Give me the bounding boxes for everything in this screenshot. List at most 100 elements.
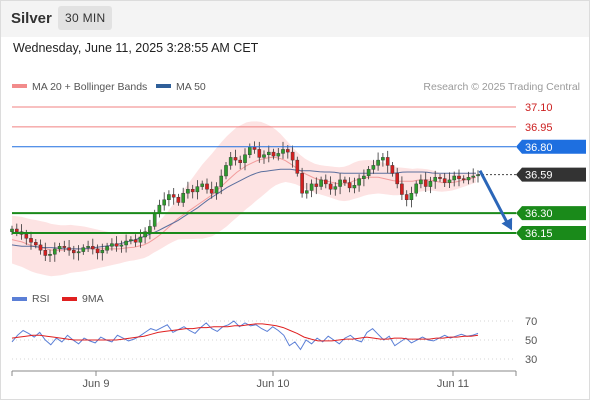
candle-body <box>67 247 71 251</box>
candle-body <box>409 192 414 200</box>
candle-body <box>71 249 76 254</box>
candle-body <box>442 178 447 183</box>
candle <box>314 177 319 195</box>
candle-body <box>190 188 195 193</box>
candle <box>271 148 276 160</box>
candle-body <box>24 234 29 239</box>
candle-body <box>10 228 14 232</box>
candle-body <box>124 240 128 246</box>
rsi-legend-label: 9MA <box>82 293 104 305</box>
candle <box>48 249 52 262</box>
x-tick-label: Jun 9 <box>83 378 110 390</box>
candle <box>338 173 342 195</box>
candle <box>438 174 442 182</box>
candle-body <box>38 244 43 251</box>
candle <box>471 168 476 183</box>
timeframe-button[interactable]: 30 MIN <box>58 6 113 30</box>
candle <box>119 240 124 253</box>
candle-body <box>133 239 138 243</box>
ma50-line <box>11 168 476 250</box>
candle-body <box>181 192 186 203</box>
candle-body <box>333 186 338 190</box>
candle <box>162 192 167 211</box>
rsi-tick-label: 70 <box>525 316 537 328</box>
candle <box>143 227 147 244</box>
candle <box>381 153 385 167</box>
candle <box>81 244 86 255</box>
candle-body <box>385 157 390 166</box>
candle <box>295 156 300 177</box>
candle <box>100 243 105 261</box>
candle <box>442 173 447 187</box>
candle-body <box>438 177 442 179</box>
candle <box>357 174 361 192</box>
level-tag <box>516 139 586 154</box>
candle <box>38 239 43 255</box>
candle <box>262 150 266 164</box>
bollinger-band <box>12 121 476 277</box>
candle <box>466 171 471 185</box>
candle-body <box>395 173 400 185</box>
candle <box>29 231 33 250</box>
candle <box>205 178 209 194</box>
candle <box>400 176 404 200</box>
candle <box>428 176 433 194</box>
candle <box>53 242 57 262</box>
candle-body <box>300 173 304 194</box>
candle-body <box>414 183 419 194</box>
candle <box>362 169 366 187</box>
candle <box>423 172 428 192</box>
price-tag <box>516 167 586 182</box>
legend-swatch <box>156 84 171 88</box>
candle <box>200 180 205 190</box>
candle-body <box>205 183 209 190</box>
level-tag <box>516 206 586 221</box>
candles <box>10 141 480 262</box>
rsi-panel: RSI 9MA 70 50 30 <box>11 293 537 366</box>
candle <box>209 181 214 199</box>
candle <box>243 148 247 171</box>
candle-body <box>95 248 100 254</box>
rsi-line <box>11 320 479 351</box>
price-value: 36.59 <box>525 170 553 182</box>
candle-body <box>466 177 471 181</box>
candle <box>319 176 323 190</box>
x-axis: Jun 9 Jun 10 Jun 11 <box>11 370 517 390</box>
candle-body <box>290 151 295 161</box>
candle-body <box>366 169 371 177</box>
candle <box>133 234 138 247</box>
level-value: 37.10 <box>525 102 553 114</box>
candle <box>90 238 95 255</box>
candle <box>167 190 171 207</box>
candle-body <box>162 199 167 206</box>
candle <box>34 239 38 249</box>
x-tick-label: Jun 10 <box>256 378 289 390</box>
candle-body <box>157 204 162 214</box>
candle-body <box>228 157 233 166</box>
candle <box>409 186 414 208</box>
candle <box>176 193 181 206</box>
candle-body <box>319 179 323 187</box>
arrow-shaft <box>478 169 510 226</box>
candle-body <box>209 188 214 194</box>
candle-body <box>257 149 262 158</box>
candle <box>433 170 438 189</box>
candle-body <box>324 179 328 185</box>
symbol-title: Silver <box>11 10 52 27</box>
candle <box>309 179 314 198</box>
candle-body <box>53 248 57 255</box>
candle-body <box>381 157 385 161</box>
candle <box>419 174 423 189</box>
candle-body <box>271 151 276 157</box>
legend-label: MA 20 + Bollinger Bands <box>32 81 147 93</box>
forecast-arrow <box>478 169 513 231</box>
candle <box>267 145 271 163</box>
candle-body <box>371 165 376 170</box>
candle-body <box>243 154 247 163</box>
candle-body <box>338 179 342 187</box>
candle-body <box>152 212 157 227</box>
candle <box>404 190 409 207</box>
candle-body <box>219 175 224 187</box>
candle-body <box>357 178 361 186</box>
